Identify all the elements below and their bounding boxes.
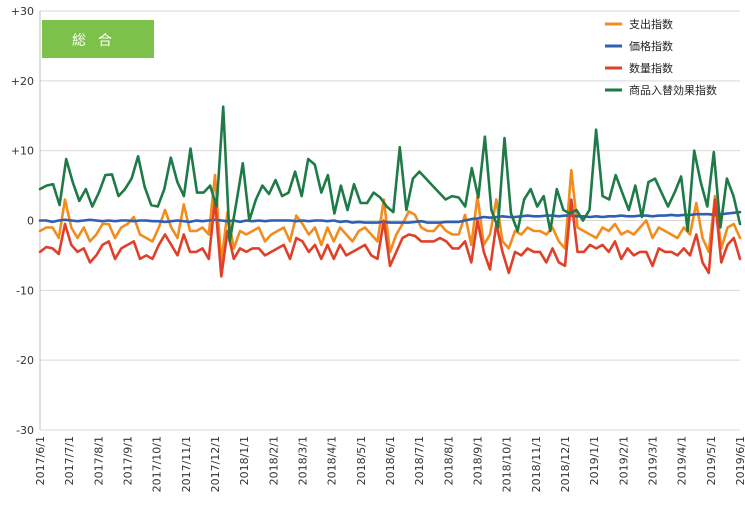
x-tick-label: 2017/11/1 bbox=[180, 436, 193, 492]
x-tick-label: 2019/6/1 bbox=[734, 436, 745, 485]
x-tick-label: 2017/9/1 bbox=[122, 436, 135, 485]
x-tick-label: 2017/8/1 bbox=[92, 436, 105, 485]
legend-label: 数量指数 bbox=[629, 61, 673, 75]
x-axis-ticks: 2017/6/1 2017/7/1 2017/8/1 2017/9/1 2017/10/… bbox=[34, 436, 745, 492]
series-line bbox=[38, 168, 742, 264]
y-tick-label: +10 bbox=[11, 145, 34, 158]
y-tick-label: 0 bbox=[27, 215, 34, 228]
x-tick-label: 2019/1/1 bbox=[588, 436, 601, 485]
x-tick-label: 2019/4/1 bbox=[676, 436, 689, 485]
x-tick-label: 2019/3/1 bbox=[647, 436, 660, 485]
x-tick-label: 2018/12/1 bbox=[559, 436, 572, 492]
x-tick-label: 2017/6/1 bbox=[34, 436, 47, 485]
x-tick-label: 2018/7/1 bbox=[413, 436, 426, 485]
y-axis-ticks: +30 +20 +10 0 -10 -20 -30 bbox=[11, 5, 34, 437]
x-tick-label: 2018/4/1 bbox=[326, 436, 339, 485]
legend-label: 商品入替効果指数 bbox=[629, 83, 717, 97]
x-tick-label: 2017/10/1 bbox=[151, 436, 164, 492]
y-tick-label: +30 bbox=[11, 5, 34, 18]
badge-box bbox=[42, 20, 154, 58]
x-tick-label: 2019/2/1 bbox=[617, 436, 630, 485]
x-tick-label: 2018/5/1 bbox=[355, 436, 368, 485]
y-tick-label: -10 bbox=[16, 284, 34, 297]
x-tick-label: 2018/2/1 bbox=[267, 436, 280, 485]
x-tick-label: 2019/5/1 bbox=[705, 436, 718, 485]
series-lines bbox=[38, 105, 742, 278]
badge: 総合 bbox=[42, 20, 154, 58]
badge-label: 総合 bbox=[72, 33, 124, 49]
x-tick-label: 2017/12/1 bbox=[209, 436, 222, 492]
series-line bbox=[38, 198, 742, 278]
y-tick-label: -20 bbox=[16, 354, 34, 367]
legend-label: 価格指数 bbox=[629, 39, 673, 53]
x-tick-label: 2017/7/1 bbox=[63, 436, 76, 485]
series-line bbox=[38, 105, 742, 243]
x-tick-label: 2018/9/1 bbox=[472, 436, 485, 485]
series-line bbox=[38, 210, 742, 224]
x-tick-label: 2018/1/1 bbox=[238, 436, 251, 485]
x-tick-label: 2018/3/1 bbox=[297, 436, 310, 485]
y-tick-label: -30 bbox=[16, 424, 34, 437]
x-tick-label: 2018/6/1 bbox=[384, 436, 397, 485]
x-tick-label: 2018/11/1 bbox=[530, 436, 543, 492]
y-tick-label: +20 bbox=[11, 75, 34, 88]
x-tick-label: 2018/8/1 bbox=[442, 436, 455, 485]
legend-label: 支出指数 bbox=[629, 17, 673, 31]
x-tick-label: 2018/10/1 bbox=[501, 436, 514, 492]
